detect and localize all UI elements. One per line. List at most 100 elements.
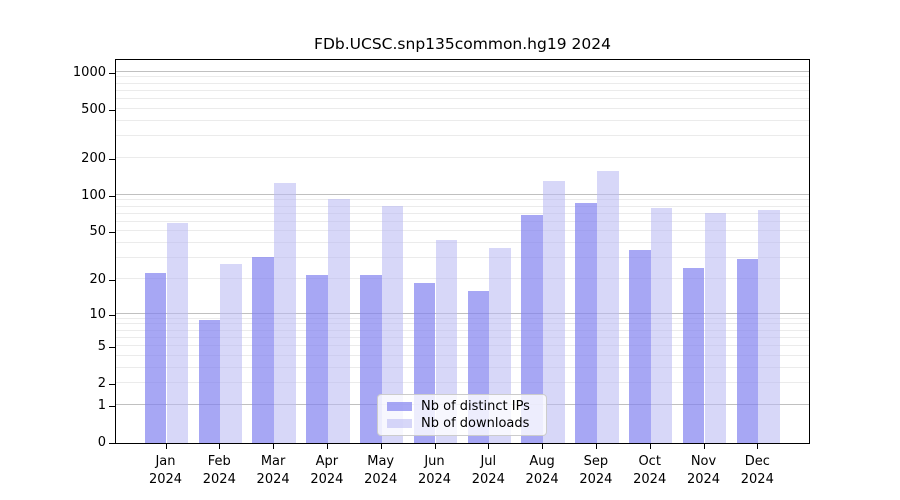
- y-tick-label: 20: [89, 271, 106, 287]
- x-tick: [165, 444, 167, 449]
- gridline-minor: [116, 277, 809, 279]
- x-tick-label: Jun 2024: [400, 453, 470, 488]
- y-tick-label: 50: [89, 224, 106, 240]
- x-tick-label-year: 2024: [579, 471, 613, 487]
- x-tick-label-year: 2024: [364, 471, 398, 487]
- x-tick-label-month: Jul: [480, 454, 497, 469]
- bar-downloads-jun: [435, 240, 458, 443]
- x-tick: [434, 444, 436, 449]
- plot-area: [115, 59, 810, 444]
- gridline-minor: [116, 156, 809, 158]
- x-tick: [595, 444, 597, 449]
- y-tick-label: 1: [97, 397, 106, 413]
- x-tick: [703, 444, 705, 449]
- x-tick-label-year: 2024: [740, 471, 774, 487]
- bar-distinct-ips-jan: [144, 272, 167, 443]
- gridline-minor: [116, 382, 809, 384]
- x-tick-label-year: 2024: [633, 471, 667, 487]
- x-tick-label-month: Feb: [207, 454, 231, 469]
- legend-swatch-downloads: [387, 419, 412, 428]
- x-tick-label-month: Dec: [744, 454, 770, 469]
- x-tick-label-month: Jan: [155, 454, 176, 469]
- x-tick-label: Sep 2024: [561, 453, 631, 488]
- gridline-minor: [116, 230, 809, 232]
- x-tick-label-year: 2024: [310, 471, 344, 487]
- x-tick: [542, 444, 544, 449]
- x-tick-label: Mar 2024: [238, 453, 308, 488]
- gridline-minor: [116, 354, 809, 356]
- y-tick-label: 100: [81, 187, 106, 203]
- gridline-major: [116, 70, 809, 72]
- x-tick: [326, 444, 328, 449]
- x-tick-label-month: Nov: [690, 454, 717, 469]
- legend-label-distinct-ips: Nb of distinct IPs: [421, 399, 530, 414]
- x-tick-label: Oct 2024: [615, 453, 685, 488]
- x-tick-label-year: 2024: [417, 471, 452, 487]
- bar-downloads-dec: [758, 210, 780, 443]
- legend: Nb of distinct IPs Nb of downloads: [377, 394, 547, 436]
- legend-swatch-distinct-ips: [387, 402, 412, 411]
- y-tick-label: 500: [81, 101, 106, 117]
- x-tick-label: Nov 2024: [669, 453, 739, 488]
- x-tick-label-month: Aug: [529, 454, 555, 469]
- bar-downloads-aug: [543, 181, 565, 443]
- y-tick-label: 200: [81, 150, 106, 166]
- gridline-minor: [116, 256, 809, 258]
- bar-downloads-mar: [274, 183, 296, 443]
- y-tick-label: 0: [97, 435, 106, 450]
- gridline-minor: [116, 205, 809, 207]
- gridline-minor: [116, 366, 809, 368]
- gridline-minor: [116, 336, 809, 338]
- gridline-minor: [116, 323, 809, 325]
- bar-downloads-oct: [650, 207, 673, 443]
- x-tick: [273, 444, 275, 449]
- x-tick-label-year: 2024: [686, 471, 721, 487]
- gridline-minor: [116, 82, 809, 84]
- x-tick-label-year: 2024: [256, 471, 290, 487]
- bar-downloads-jan: [166, 222, 189, 443]
- legend-entry-downloads: Nb of downloads: [387, 416, 537, 431]
- x-tick-label: Apr 2024: [292, 453, 362, 488]
- legend-label-downloads: Nb of downloads: [421, 416, 530, 431]
- gridline-minor: [116, 119, 809, 121]
- bar-distinct-ips-sep: [575, 203, 597, 443]
- x-tick-label-month: May: [367, 454, 395, 469]
- x-tick-label-month: Jun: [424, 454, 445, 469]
- y-tick-label: 10: [89, 306, 106, 322]
- bar-downloads-may: [381, 206, 404, 443]
- gridline-minor: [116, 241, 809, 243]
- x-tick-label: Aug 2024: [507, 453, 577, 488]
- gridline-minor: [116, 199, 809, 201]
- x-tick: [757, 444, 759, 449]
- gridline-minor: [116, 220, 809, 222]
- x-tick-label-month: Oct: [638, 454, 661, 469]
- x-tick: [488, 444, 490, 449]
- x-tick: [649, 444, 651, 449]
- gridline-minor: [116, 329, 809, 331]
- gridline-minor: [116, 344, 809, 346]
- gridline-minor: [116, 89, 809, 91]
- bar-distinct-ips-mar: [252, 257, 275, 443]
- gridline-minor: [116, 76, 809, 78]
- bar-distinct-ips-oct: [629, 249, 651, 443]
- x-tick-label-year: 2024: [148, 471, 183, 487]
- bar-distinct-ips-dec: [736, 259, 759, 443]
- x-tick-label-month: Apr: [315, 454, 339, 469]
- bar-distinct-ips-apr: [306, 275, 328, 443]
- bar-downloads-feb: [220, 264, 242, 443]
- gridline-minor: [116, 98, 809, 100]
- x-tick-label-month: Sep: [583, 454, 609, 469]
- chart-title: FDb.UCSC.snp135common.hg19 2024: [314, 35, 611, 53]
- x-tick-label: Feb 2024: [184, 453, 254, 488]
- x-tick-label: Dec 2024: [722, 453, 792, 488]
- bar-distinct-ips-feb: [198, 319, 221, 443]
- bar-distinct-ips-aug: [521, 215, 544, 443]
- x-tick: [380, 444, 382, 449]
- x-tick-label-month: Mar: [260, 454, 286, 469]
- gridline-minor: [116, 135, 809, 137]
- x-tick-label-year: 2024: [202, 471, 236, 487]
- gridline-major: [116, 312, 809, 314]
- y-tick-label: 2: [97, 376, 106, 392]
- gridline-major: [116, 193, 809, 195]
